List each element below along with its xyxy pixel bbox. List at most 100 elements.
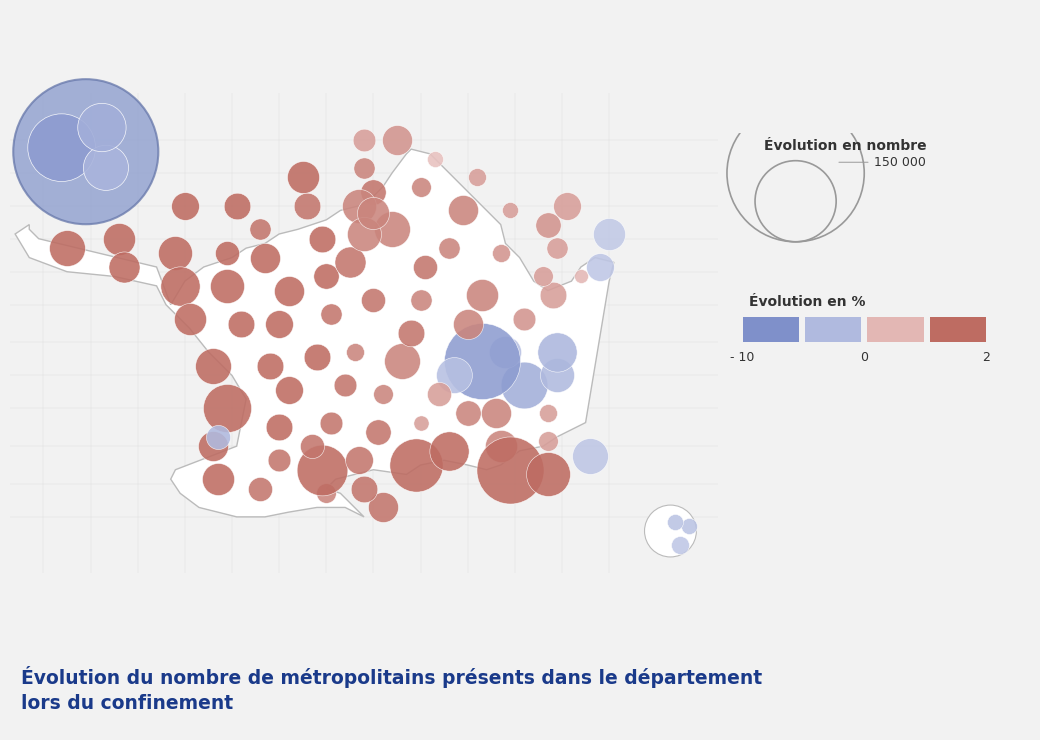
Point (356, 134, 372, 146)
Point (205, 360, 222, 372)
Point (540, 218, 556, 230)
Circle shape (78, 104, 126, 152)
Point (58, 242, 75, 254)
Point (209, 431, 226, 443)
Point (601, 228, 618, 240)
Point (460, 317, 476, 329)
Point (412, 181, 428, 192)
Text: Évolution en %: Évolution en % (749, 295, 865, 309)
Point (488, 407, 504, 419)
Point (322, 417, 339, 428)
Point (350, 454, 367, 466)
Point (304, 440, 320, 452)
Point (346, 346, 363, 357)
Point (219, 403, 236, 414)
Point (549, 242, 566, 254)
Point (535, 271, 551, 283)
Point (370, 426, 387, 438)
Point (540, 468, 556, 480)
Bar (805, 317, 861, 342)
Point (233, 317, 250, 329)
Point (300, 200, 316, 212)
Point (270, 421, 287, 433)
Point (445, 369, 462, 381)
Circle shape (83, 145, 129, 190)
Point (356, 162, 372, 174)
Point (365, 294, 382, 306)
Point (558, 200, 575, 212)
Bar (867, 317, 924, 342)
Text: 150 000: 150 000 (839, 155, 926, 169)
Point (549, 346, 566, 357)
Bar (743, 317, 799, 342)
Point (441, 242, 458, 254)
Point (365, 207, 382, 219)
Point (516, 379, 532, 391)
Point (497, 346, 514, 357)
Point (681, 520, 698, 532)
Point (389, 134, 406, 146)
Point (549, 369, 566, 381)
Point (393, 355, 410, 367)
Point (261, 360, 278, 372)
Point (309, 351, 326, 363)
Text: - 10: - 10 (730, 351, 755, 364)
Point (384, 223, 400, 235)
Point (426, 152, 443, 164)
Point (219, 247, 236, 259)
Point (280, 383, 296, 395)
Point (313, 233, 330, 245)
Point (270, 454, 287, 466)
Circle shape (645, 505, 697, 557)
Point (374, 388, 391, 400)
Point (318, 271, 335, 283)
Point (205, 440, 222, 452)
Point (110, 233, 127, 245)
Text: Évolution en nombre: Évolution en nombre (764, 139, 927, 153)
Point (115, 261, 132, 273)
Point (350, 200, 367, 212)
Point (492, 247, 509, 259)
Point (337, 379, 354, 391)
Polygon shape (16, 149, 614, 517)
Point (672, 539, 688, 551)
Point (252, 482, 268, 494)
Point (544, 289, 561, 301)
Point (408, 459, 424, 471)
Point (502, 204, 519, 216)
Point (469, 172, 486, 184)
Point (516, 313, 532, 325)
Point (252, 223, 268, 235)
Point (473, 355, 490, 367)
Point (209, 474, 226, 485)
Circle shape (28, 114, 96, 181)
Point (318, 488, 335, 500)
Point (667, 516, 683, 528)
Point (167, 247, 184, 259)
Point (412, 294, 428, 306)
Point (473, 289, 490, 301)
Point (229, 200, 245, 212)
Point (356, 482, 372, 494)
Point (280, 285, 296, 297)
Point (582, 450, 599, 462)
Text: 0: 0 (860, 351, 868, 364)
Point (181, 313, 198, 325)
Point (460, 407, 476, 419)
Point (177, 200, 193, 212)
Point (412, 417, 428, 428)
Point (502, 464, 519, 476)
Point (454, 204, 471, 216)
Point (432, 388, 448, 400)
Point (402, 327, 419, 339)
Text: Évolution du nombre de métropolitains présents dans le département
lors du confi: Évolution du nombre de métropolitains pr… (21, 666, 762, 713)
Point (492, 440, 509, 452)
Point (322, 309, 339, 320)
Point (417, 261, 434, 273)
Circle shape (14, 79, 158, 224)
Point (294, 172, 311, 184)
Point (270, 317, 287, 329)
Point (592, 261, 608, 273)
Point (313, 464, 330, 476)
Point (172, 280, 188, 292)
